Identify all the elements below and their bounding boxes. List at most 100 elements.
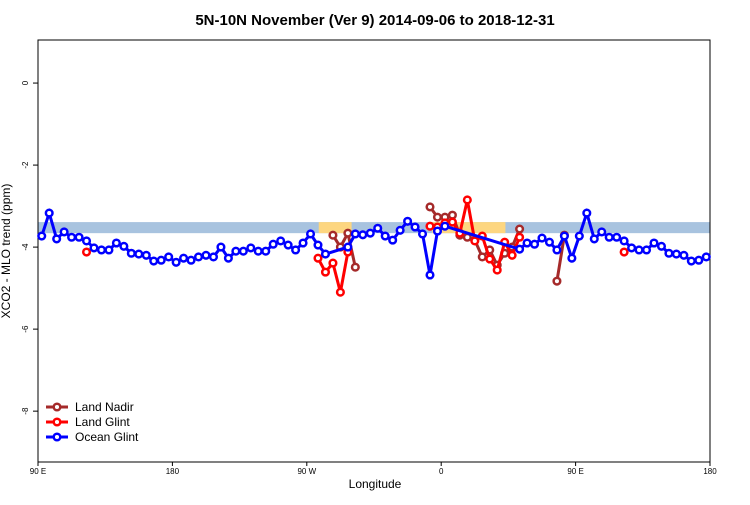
data-point xyxy=(515,224,525,234)
data-point xyxy=(619,247,629,257)
data-point xyxy=(67,232,77,242)
data-point xyxy=(529,239,540,249)
data-point xyxy=(328,230,338,240)
data-point xyxy=(634,245,644,255)
data-point xyxy=(261,246,271,256)
x-tick-label: 180 xyxy=(703,467,717,476)
x-tick-label: 180 xyxy=(166,467,180,476)
data-point xyxy=(74,232,84,242)
data-point xyxy=(380,231,390,241)
data-point xyxy=(664,248,674,258)
x-tick-label: 90 E xyxy=(567,467,583,476)
data-point xyxy=(52,234,62,244)
data-point xyxy=(350,229,360,239)
plot-frame xyxy=(37,39,711,463)
data-point xyxy=(81,247,92,257)
data-point xyxy=(246,243,256,253)
data-point xyxy=(320,267,331,277)
data-point xyxy=(686,256,696,266)
data-point xyxy=(515,232,525,242)
data-point xyxy=(447,217,457,227)
x-axis-label: Longitude xyxy=(349,477,402,491)
data-point xyxy=(537,233,547,243)
data-point xyxy=(485,254,495,264)
data-point xyxy=(96,245,107,255)
data-point xyxy=(373,223,383,233)
legend-marker xyxy=(52,402,62,412)
legend-label: Ocean Glint xyxy=(75,430,139,444)
data-point xyxy=(492,265,502,275)
data-point xyxy=(365,228,375,238)
data-point xyxy=(410,222,420,232)
data-point xyxy=(89,243,99,253)
data-point xyxy=(119,241,129,251)
data-point xyxy=(604,232,614,242)
data-point xyxy=(134,249,144,259)
data-point xyxy=(649,238,659,248)
data-point xyxy=(313,253,323,263)
data-point xyxy=(388,235,398,245)
data-point xyxy=(425,221,435,231)
legend-marker xyxy=(52,432,62,442)
legend-marker xyxy=(52,417,62,427)
data-point xyxy=(171,257,181,267)
data-point xyxy=(701,252,711,262)
data-point xyxy=(432,226,443,236)
data-point xyxy=(223,253,233,263)
series-line xyxy=(318,200,624,292)
data-point xyxy=(253,246,263,256)
data-point xyxy=(268,239,278,249)
data-point xyxy=(641,245,652,255)
data-point xyxy=(679,250,689,260)
y-axis-label: XCO2 - MLO trend (ppm) xyxy=(0,184,13,319)
data-point xyxy=(544,237,555,247)
data-point xyxy=(179,253,189,263)
data-point xyxy=(44,208,54,218)
data-point xyxy=(574,231,584,241)
x-tick-label: 0 xyxy=(439,467,444,476)
data-point xyxy=(477,252,487,262)
data-point xyxy=(694,255,704,265)
data-point xyxy=(59,227,69,237)
data-point xyxy=(507,250,517,260)
data-point xyxy=(111,238,121,248)
data-point xyxy=(313,240,323,250)
y-tick-label: -6 xyxy=(21,325,30,333)
data-point xyxy=(104,245,114,255)
data-point xyxy=(305,229,316,239)
data-point xyxy=(276,236,286,246)
data-point xyxy=(335,287,345,297)
data-point xyxy=(470,236,480,246)
data-point xyxy=(447,210,457,220)
data-point xyxy=(231,246,241,256)
chart-title: 5N-10N November (Ver 9) 2014-09-06 to 20… xyxy=(195,12,554,29)
data-point xyxy=(291,245,301,255)
data-point xyxy=(619,236,629,246)
data-point xyxy=(350,262,360,272)
data-point xyxy=(440,221,450,231)
data-point xyxy=(141,250,151,260)
y-tick-label: -4 xyxy=(21,243,30,251)
data-point xyxy=(582,208,592,218)
legend-label: Land Nadir xyxy=(75,400,134,414)
data-point xyxy=(208,252,219,262)
data-point xyxy=(597,227,607,237)
data-point xyxy=(559,231,569,241)
y-tick-label: -2 xyxy=(21,161,30,169)
y-tick-label: 0 xyxy=(21,80,30,85)
x-tick-label: 90 W xyxy=(297,467,316,476)
data-point xyxy=(201,250,211,260)
data-point xyxy=(552,276,562,286)
data-point xyxy=(298,238,308,248)
data-point xyxy=(432,212,443,222)
data-point xyxy=(126,248,136,258)
data-point xyxy=(149,256,159,266)
data-point xyxy=(320,249,331,259)
data-point xyxy=(671,249,681,259)
legend-label: Land Glint xyxy=(75,415,130,429)
data-point xyxy=(395,225,405,235)
data-point xyxy=(238,246,248,256)
highlight-region xyxy=(318,222,352,234)
data-point xyxy=(37,231,47,241)
